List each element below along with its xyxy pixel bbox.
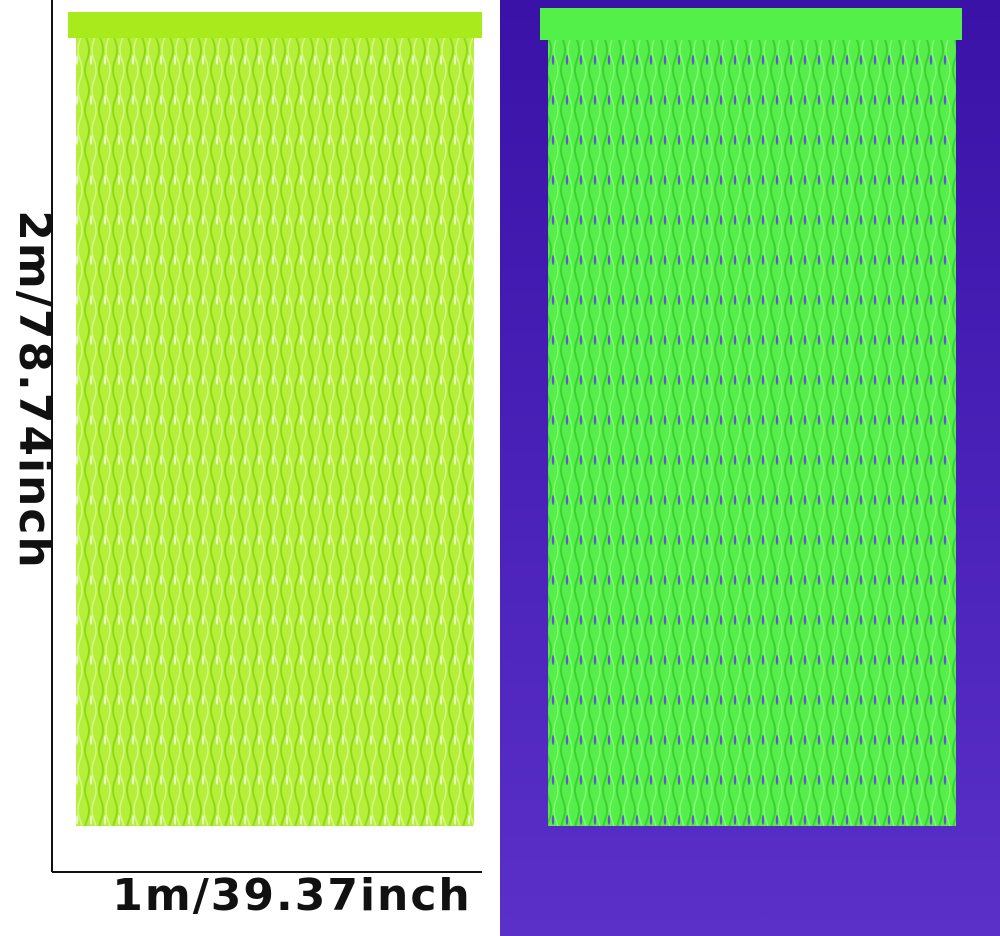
curtain-header xyxy=(68,12,482,38)
curtain-header xyxy=(540,8,962,40)
right-panel xyxy=(500,0,1000,936)
curtain-fringe xyxy=(76,36,474,826)
curtain-fringe xyxy=(548,38,956,826)
height-label: 2m/78.74inch xyxy=(9,210,60,570)
width-label: 1m/39.37inch xyxy=(112,870,472,921)
left-panel: 2m/78.74inch 1m/39.37inch xyxy=(9,0,482,921)
